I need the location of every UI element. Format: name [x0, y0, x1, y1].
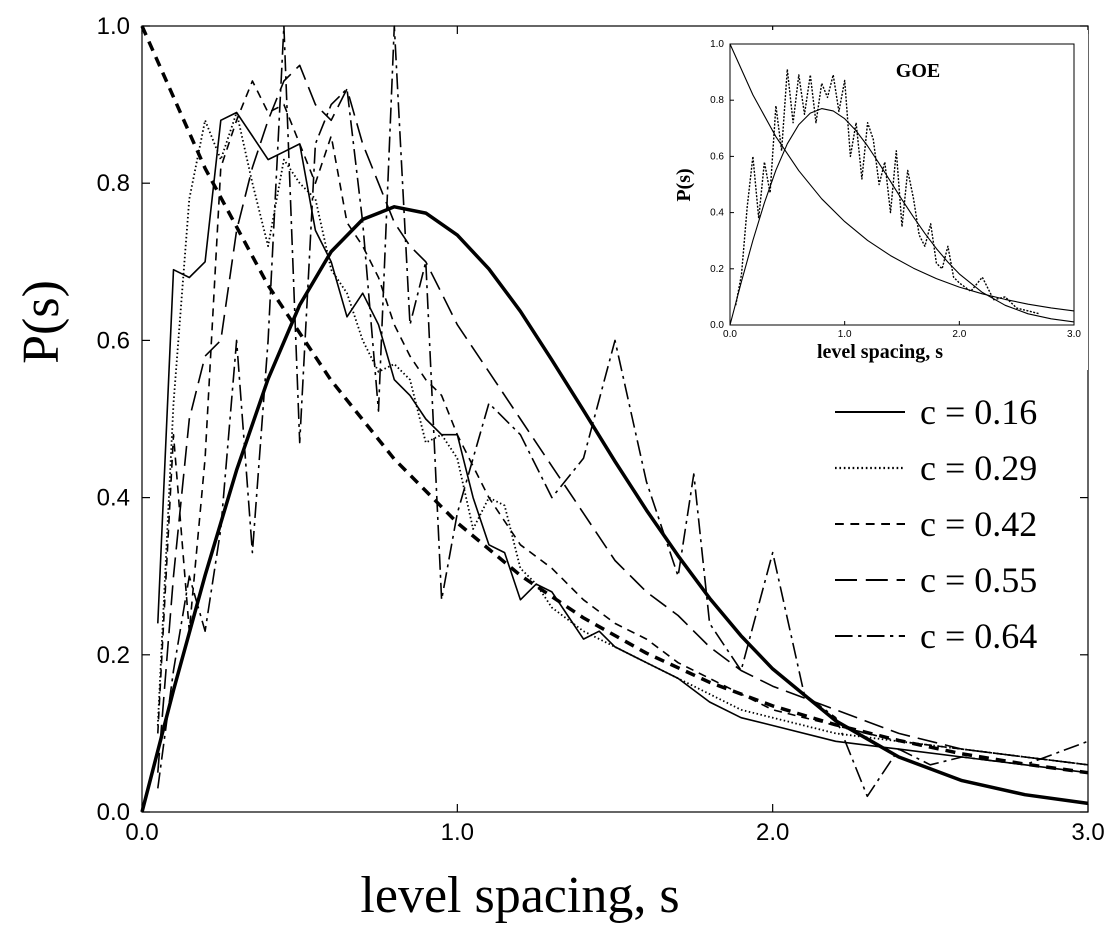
main-x-tick-label: 1.0	[441, 819, 474, 846]
main-series-line-0	[157, 111, 1089, 774]
legend-label-3: c = 0.55	[920, 560, 1037, 600]
inset-plot: 0.0 1.0 2.0 3.0 0.0 0.2 0.4 0.6 0.8 1.0 GOE level…	[670, 30, 1088, 370]
main-axis-ticks: 0.0 1.0 2.0 3.0 0.0 0.2 0.4 0.6 0.8 1.0	[97, 13, 1105, 846]
inset-y-tick-label: 0.6	[710, 151, 724, 162]
legend-label-2: c = 0.42	[920, 504, 1037, 544]
inset-series-line-1	[729, 43, 1075, 312]
main-y-tick-label: 0.2	[97, 642, 130, 669]
main-plot: 0.0 1.0 2.0 3.0 0.0 0.2 0.4 0.6 0.8 1.0 level spa…	[13, 13, 1105, 924]
inset-background	[670, 30, 1088, 370]
inset-y-tick-label: 0.0	[710, 320, 724, 331]
main-series-line-5	[140, 205, 1089, 813]
main-x-tick-label: 0.0	[125, 819, 158, 846]
legend-label-1: c = 0.29	[920, 448, 1037, 488]
main-series-line-4	[157, 25, 1089, 798]
inset-title: GOE	[896, 60, 940, 82]
main-series-group	[140, 25, 1089, 813]
main-x-tick-label: 2.0	[756, 819, 789, 846]
inset-x-tick-label: 2.0	[952, 329, 966, 340]
main-y-axis-title: P(s)	[13, 280, 70, 364]
inset-y-tick-label: 0.2	[710, 264, 724, 275]
main-x-tick-label: 3.0	[1071, 819, 1104, 846]
inset-x-tick-label: 1.0	[838, 329, 852, 340]
inset-series-line-0	[729, 108, 1075, 326]
main-series-line-3	[157, 64, 1089, 773]
legend-label-0: c = 0.16	[920, 392, 1037, 432]
main-y-tick-label: 0.0	[97, 799, 130, 826]
main-y-tick-label: 0.6	[97, 327, 130, 354]
inset-x-tick-label: 0.0	[723, 329, 737, 340]
inset-frame	[729, 43, 1075, 326]
main-x-axis-title: level spacing, s	[360, 867, 679, 924]
inset-y-tick-label: 1.0	[710, 39, 724, 50]
inset-y-tick-label: 0.4	[710, 208, 724, 219]
legend-label-4: c = 0.64	[920, 616, 1037, 656]
inset-series-line-2	[735, 68, 1040, 315]
main-y-tick-label: 1.0	[97, 13, 130, 40]
inset-series-group	[729, 43, 1075, 326]
legend: c = 0.16 c = 0.29 c = 0.42 c = 0.55 c = 0.64	[835, 392, 1037, 656]
main-series-line-6	[140, 25, 1089, 775]
inset-y-tick-label: 0.8	[710, 95, 724, 106]
inset-x-tick-label: 3.0	[1067, 329, 1081, 340]
inset-y-axis-title: P(s)	[673, 168, 695, 201]
main-y-tick-label: 0.8	[97, 170, 130, 197]
main-plot-frame	[141, 25, 1089, 813]
inset-x-axis-title: level spacing, s	[817, 341, 943, 363]
main-y-tick-label: 0.4	[97, 485, 130, 512]
inset-axis-ticks: 0.0 1.0 2.0 3.0 0.0 0.2 0.4 0.6 0.8 1.0	[710, 39, 1081, 340]
